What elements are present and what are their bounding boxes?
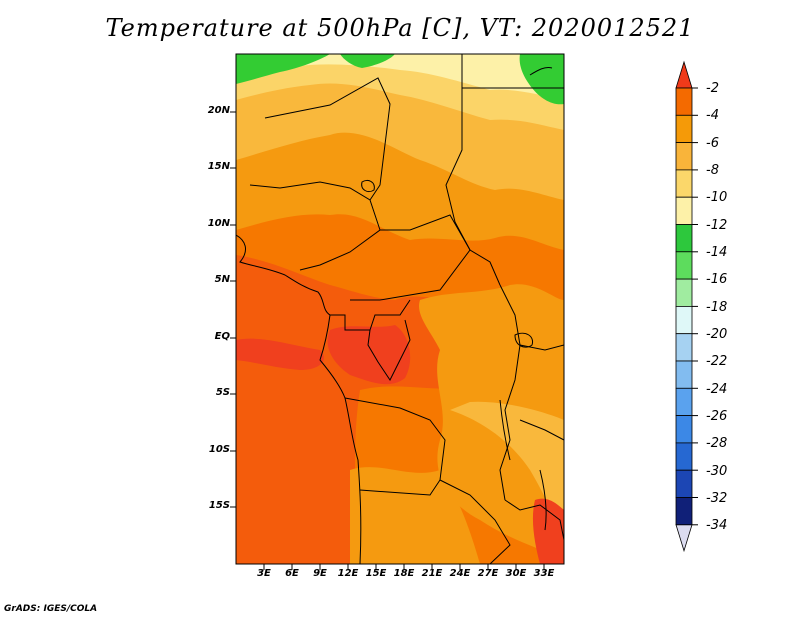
lake-tanganyika [499, 399, 511, 461]
colorbar-segment [675, 360, 693, 389]
boundary-car [350, 214, 471, 301]
red-patch-equator [236, 338, 324, 370]
colorbar-label: -26 [706, 409, 728, 424]
colorbar [675, 60, 698, 553]
boundary-mozambique [504, 499, 564, 541]
lat-label: 5N [214, 274, 230, 285]
band-tan-south [450, 401, 564, 530]
colorbar-label: -6 [706, 136, 719, 151]
country-boundaries [236, 54, 564, 564]
green-patch-east [519, 54, 564, 105]
colorbar-label: -8 [706, 163, 719, 178]
colorbar-segment [675, 251, 693, 280]
colorbar-segment [675, 387, 693, 416]
colorbar-label: -32 [706, 491, 728, 506]
boundary-chad-sudan [445, 54, 501, 286]
lake-malawi [539, 469, 547, 531]
colorbar-label: -14 [706, 245, 728, 260]
lon-label: 21E [421, 568, 443, 579]
red-sea-coast [529, 67, 553, 76]
lake-chad [361, 179, 375, 193]
boundary-niger-chad [264, 77, 391, 201]
colorbar-label: -22 [706, 354, 728, 369]
lon-label: 33E [533, 568, 555, 579]
colorbar-segment [675, 333, 693, 362]
colorbar-segment [675, 469, 693, 498]
red-patch-central [327, 325, 411, 385]
lat-label: 5S [215, 387, 230, 398]
lon-label: 12E [337, 568, 359, 579]
colorbar-label: -2 [706, 81, 719, 96]
colorbar-top-arrow [675, 60, 693, 89]
colorbar-segment [675, 305, 693, 335]
colorbar-label: -30 [706, 464, 728, 479]
axis-ticks [230, 111, 545, 570]
colorbar-label: -4 [706, 108, 719, 123]
colorbar-segment [675, 87, 693, 116]
green-patch-center [340, 54, 395, 68]
lon-label: 30E [505, 568, 527, 579]
west-africa-coast [236, 234, 331, 316]
colorbar-label: -10 [706, 190, 728, 205]
temperature-field [236, 54, 564, 564]
colorbar-label: -34 [706, 518, 728, 533]
green-patch-west [236, 54, 330, 84]
lat-label: 15N [207, 161, 230, 172]
boundary-congo-drc [367, 319, 411, 381]
colorbar-label: -18 [706, 300, 728, 315]
colorbar-label: -28 [706, 436, 728, 451]
colorbar-segment [675, 142, 693, 171]
boundary-zambia [439, 479, 511, 564]
colorbar-label: -24 [706, 382, 728, 397]
boundary-nigeria [249, 181, 381, 271]
boundary-angola [344, 397, 446, 496]
colorbar-segment [675, 415, 693, 444]
central-africa-coast [319, 314, 362, 564]
band-cream [236, 54, 564, 100]
map-frame [235, 53, 565, 565]
map-title: Temperature at 500hPa [C], VT: 202001252… [105, 14, 695, 42]
colorbar-segment [675, 442, 693, 471]
colorbar-segment [675, 196, 693, 225]
lon-label: 15E [365, 568, 387, 579]
colorbar-label: -20 [706, 327, 728, 342]
lon-label: 27E [477, 568, 499, 579]
colorbar-segment [675, 169, 693, 198]
boundary-drc-east [499, 284, 521, 501]
colorbar-segment [675, 278, 693, 307]
lon-label: 6E [285, 568, 299, 579]
colorbar-segment [675, 497, 693, 526]
lat-label: 10S [208, 444, 230, 455]
red-patch-southeast [532, 498, 564, 564]
colorbar-segment [675, 114, 693, 144]
lon-label: 24E [449, 568, 471, 579]
lon-label: 18E [393, 568, 415, 579]
colorbar-segment [675, 224, 693, 253]
colorbar-bottom-arrow [675, 524, 693, 553]
colorbar-label: -16 [706, 272, 728, 287]
lat-label: 10N [207, 218, 230, 229]
lon-label: 3E [257, 568, 271, 579]
lake-victoria [514, 332, 534, 348]
lat-label: 15S [208, 500, 230, 511]
lon-label: 9E [313, 568, 327, 579]
colorbar-label: -12 [706, 218, 728, 233]
credit-label: GrADS: IGES/COLA [4, 604, 98, 614]
lat-label: EQ [214, 331, 230, 342]
lat-label: 20N [207, 105, 230, 116]
